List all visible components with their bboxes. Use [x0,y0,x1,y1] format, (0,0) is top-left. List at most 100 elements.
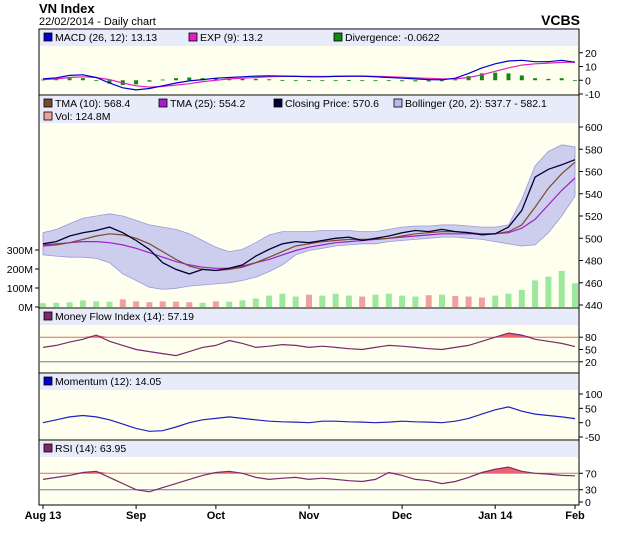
volume-bar [359,296,366,307]
volume-bar [252,298,259,307]
divergence-bar [80,78,85,81]
rsi-overbought-fill [43,467,575,474]
close-swatch-icon [273,98,283,108]
macd-legend-bg [40,30,578,46]
divergence-bar [227,78,232,81]
divergence-bar [320,80,325,82]
volume-bar [79,300,86,307]
divergence-bar [54,79,59,81]
volume-bar [532,280,539,307]
macd-swatch-icon [43,32,53,42]
legend-label: MACD (26, 12): 13.13 [55,32,157,44]
divergence-bar [453,79,458,81]
price-frame [38,94,580,309]
momentum-tick-label: 0 [585,418,591,430]
volume-bar [425,295,432,307]
divergence-bar [213,78,218,81]
close-price-line [42,159,576,275]
volume-bar [558,270,565,307]
volume-bar [226,301,233,307]
x-tick-label: Oct [207,510,226,522]
legend-label: Bollinger (20, 2): 537.7 - 582.1 [405,98,547,110]
divergence-bar [134,80,139,85]
mfi-tick-label: 50 [585,345,597,357]
rsi-tick-label: 0 [585,497,591,509]
rsi-swatch-icon [43,443,53,453]
divergence-bar [174,78,178,81]
volume-bar [173,301,179,307]
x-tick-label: Dec [392,510,412,522]
macd-tick-label: -10 [585,89,600,101]
rsi-panel: RSI (14): 63.95 70 300 [38,439,597,509]
vol-tick-label: 200M [7,264,33,276]
vol-swatch-icon [43,111,53,121]
divergence-bar [293,80,298,82]
mfi-swatch-icon [43,311,53,321]
legend-label: EXP (9): 13.2 [200,32,263,44]
volume-bar [53,302,60,307]
divergence-bar [440,80,444,82]
divergence-bar [479,73,484,81]
volume-bar [505,293,512,307]
mfi-tick-label: 20 [585,357,597,369]
macd-tick-label: 0 [585,75,591,87]
legend-label: RSI (14): 63.95 [55,443,126,455]
tma10-swatch-icon [43,98,53,108]
volume-bar [292,296,299,307]
legend-label: Closing Price: 570.6 [285,98,379,110]
chart-title: VN Index [39,1,95,16]
volume-bar [266,295,273,307]
divergence-bar [413,80,418,82]
volume-bar [306,294,312,307]
x-tick-label: Jan 14 [478,510,513,522]
price-tick-label: 580 [585,144,603,156]
volume-bar [119,299,126,307]
volume-bar [452,295,459,307]
divergence-bar [160,79,165,81]
vol-tick-label: 300M [7,245,33,257]
brand-label: VCBS [541,12,580,28]
volume-bar [372,294,379,307]
bollinger-band [42,144,576,290]
x-tick-label: Sep [126,510,146,522]
volume-bar [439,294,445,307]
divergence-bar [346,80,351,81]
price-tick-label: 480 [585,256,603,268]
volume-bar [545,276,552,307]
legend-label: Money Flow Index (14): 57.19 [55,311,194,323]
momentum-tick-label: 100 [585,389,603,401]
exp-swatch-icon [188,32,198,42]
divergence-bar [546,78,551,81]
divergence-bar [253,78,258,81]
mfi-tick-label: 80 [585,332,597,344]
x-tick-label: Nov [299,510,321,522]
mfi-line [42,332,576,357]
volume-bar [332,293,339,307]
divergence-bar [426,80,431,82]
legend-label: Divergence: -0.0622 [345,32,440,44]
divergence-bar [493,72,498,81]
price-tick-label: 460 [585,278,603,290]
price-tick-label: 520 [585,211,603,223]
macd-tick-label: 10 [585,62,597,74]
x-tick-label: Aug 13 [25,510,62,522]
divergence-bar [373,80,378,82]
price-tick-label: 600 [585,122,603,134]
volume-bar [385,293,392,307]
volume-bar [93,301,100,307]
volume-bar [133,301,140,307]
volume-bar [199,302,206,307]
divergence-bar [267,79,272,81]
momentum-swatch-icon [43,376,53,386]
volume-bar [146,302,153,307]
divergence-bar [386,80,391,82]
volume-bar [212,301,219,307]
volume-bar [345,295,352,307]
volume-bar [106,301,113,307]
divergence-bar [506,73,511,81]
chart-subtitle: 22/02/2014 - Daily chart [39,16,156,28]
volume-bar [319,295,326,307]
divergence-bar [466,76,471,81]
